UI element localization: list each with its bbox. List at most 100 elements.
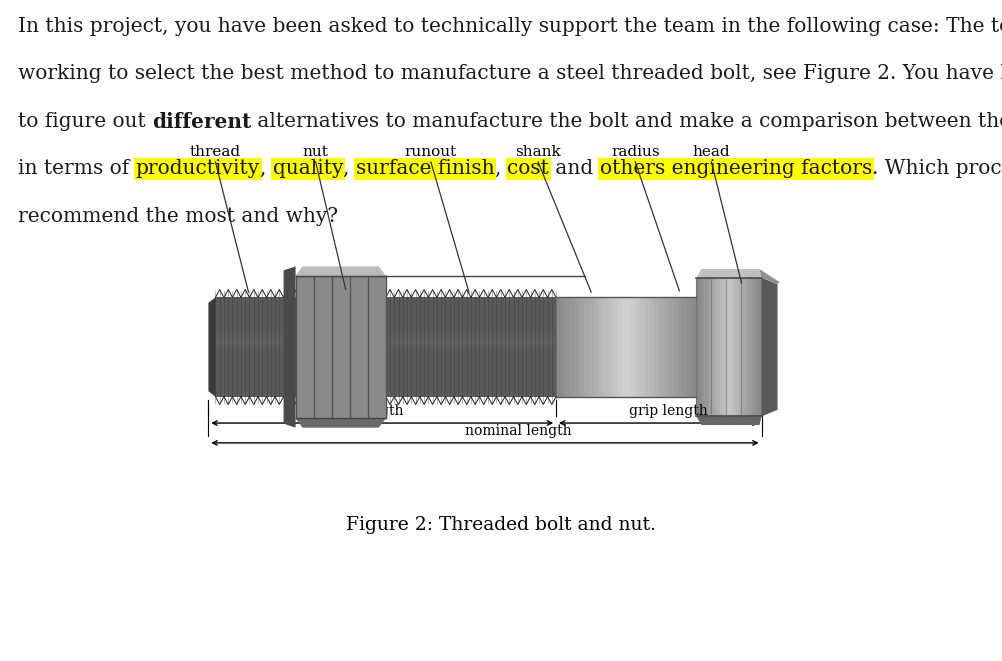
Bar	[735, 278, 739, 416]
Bar	[215, 297, 556, 397]
Text: radius: radius	[611, 145, 659, 159]
Bar	[712, 278, 715, 416]
Bar	[752, 278, 755, 416]
Bar	[663, 297, 669, 397]
Polygon shape	[296, 266, 386, 276]
Polygon shape	[696, 269, 762, 278]
Bar	[730, 278, 733, 416]
Bar	[717, 278, 720, 416]
Bar	[738, 278, 741, 416]
Text: ,: ,	[343, 159, 356, 178]
Bar	[654, 297, 660, 397]
Bar	[701, 278, 705, 416]
Bar	[696, 278, 700, 416]
Bar	[759, 278, 763, 416]
Bar	[215, 343, 556, 346]
Polygon shape	[296, 418, 386, 428]
Bar	[757, 278, 760, 416]
Bar	[722, 278, 726, 416]
Bar	[215, 335, 556, 338]
Bar	[699, 278, 702, 416]
Bar	[579, 297, 585, 397]
Polygon shape	[284, 266, 296, 428]
Bar	[593, 297, 599, 397]
Bar	[215, 349, 556, 352]
Bar	[687, 297, 692, 397]
Bar	[704, 278, 707, 416]
Bar	[607, 297, 613, 397]
Bar	[626, 297, 632, 397]
Bar	[215, 337, 556, 340]
Text: grip length: grip length	[629, 404, 708, 418]
Bar	[215, 333, 556, 336]
Bar	[565, 297, 571, 397]
Bar	[725, 278, 728, 416]
Bar	[215, 331, 556, 334]
Bar	[732, 278, 736, 416]
Text: others engineering factors: others engineering factors	[600, 159, 872, 178]
Text: runout: runout	[405, 145, 457, 159]
Bar	[748, 278, 753, 416]
Text: in terms of: in terms of	[18, 159, 135, 178]
Bar	[754, 278, 758, 416]
Bar	[215, 341, 556, 344]
Bar	[215, 339, 556, 342]
Bar	[215, 351, 556, 354]
Text: head: head	[692, 145, 730, 159]
Bar	[727, 278, 731, 416]
Text: to figure out: to figure out	[18, 112, 152, 131]
Bar	[584, 297, 590, 397]
Bar	[603, 297, 608, 397]
Bar	[215, 345, 556, 348]
Bar	[631, 297, 636, 397]
Bar	[743, 278, 746, 416]
Text: working to select the best method to manufacture a steel threaded bolt, see Figu: working to select the best method to man…	[18, 64, 1002, 83]
Bar	[215, 347, 556, 350]
Bar	[659, 297, 664, 397]
Text: thread length: thread length	[308, 404, 404, 418]
Text: productivity: productivity	[135, 159, 260, 178]
Polygon shape	[760, 269, 780, 284]
Bar	[709, 278, 713, 416]
Polygon shape	[208, 297, 215, 397]
Text: different: different	[152, 112, 252, 132]
Bar	[556, 297, 562, 397]
Bar	[621, 297, 627, 397]
Text: alternatives to manufacture the bolt and make a comparison between the alternati: alternatives to manufacture the bolt and…	[252, 112, 1002, 131]
Bar	[598, 297, 604, 397]
Text: nominal length: nominal length	[465, 424, 572, 438]
Text: recommend the most and why?: recommend the most and why?	[18, 207, 338, 226]
Bar	[640, 297, 646, 397]
Text: quality: quality	[273, 159, 343, 178]
Text: and: and	[549, 159, 600, 178]
Bar	[635, 297, 641, 397]
Text: . Which process do you: . Which process do you	[872, 159, 1002, 178]
Bar	[677, 297, 683, 397]
Bar	[215, 329, 556, 332]
Bar	[649, 297, 655, 397]
Bar	[706, 278, 710, 416]
Text: cost: cost	[507, 159, 549, 178]
Polygon shape	[762, 278, 778, 416]
Bar	[714, 278, 718, 416]
Text: ,: ,	[495, 159, 507, 178]
Bar	[575, 297, 580, 397]
Bar	[645, 297, 650, 397]
Bar	[673, 297, 678, 397]
Bar	[682, 297, 688, 397]
Bar	[617, 297, 622, 397]
Bar	[668, 297, 674, 397]
Bar	[691, 297, 697, 397]
Bar	[570, 297, 576, 397]
Text: shank: shank	[515, 145, 561, 159]
Text: ,: ,	[260, 159, 273, 178]
Bar	[719, 278, 723, 416]
Text: thread: thread	[189, 145, 241, 159]
Text: In this project, you have been asked to technically support the team in the foll: In this project, you have been asked to …	[18, 17, 1002, 36]
Polygon shape	[696, 416, 762, 425]
Bar	[612, 297, 618, 397]
Text: surface finish: surface finish	[356, 159, 495, 178]
Text: nut: nut	[303, 145, 329, 159]
Bar	[745, 278, 749, 416]
Bar	[296, 276, 386, 418]
